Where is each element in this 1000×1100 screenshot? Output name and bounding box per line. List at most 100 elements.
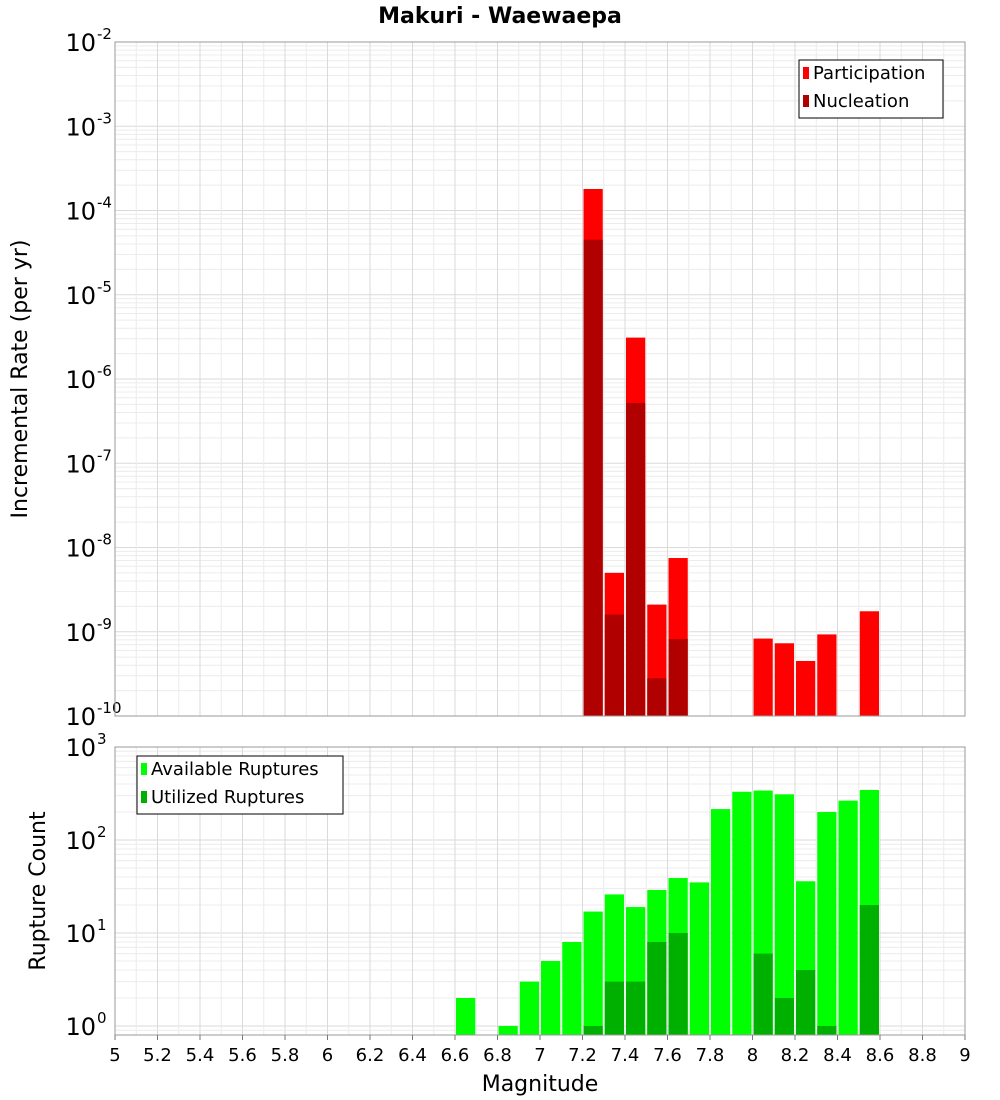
x-tick-label: 7.2 xyxy=(568,1045,597,1066)
top-bar-participation-8.25 xyxy=(796,660,816,716)
y-tick-exponent: -5 xyxy=(97,278,112,296)
x-tick-label: 7.4 xyxy=(611,1045,640,1066)
x-tick-label: 5.6 xyxy=(228,1045,257,1066)
x-tick-label: 8.4 xyxy=(823,1045,852,1066)
y-tick-label: 10 xyxy=(65,366,96,394)
y-tick-exponent: -2 xyxy=(97,25,112,43)
top-legend-label: Participation xyxy=(813,63,925,84)
top-bar-nucleation-7.55 xyxy=(647,678,667,716)
top-grid xyxy=(114,42,966,717)
top-bar-participation-8.15 xyxy=(774,643,794,716)
y-tick-label: 10 xyxy=(65,282,96,310)
bottom-bar-available-ruptures-8.45 xyxy=(838,800,858,1035)
y-tick-exponent: -6 xyxy=(97,362,112,380)
x-tick-label: 6.2 xyxy=(356,1045,385,1066)
y-tick-label: 10 xyxy=(65,827,96,855)
x-tick-label: 9 xyxy=(959,1045,970,1066)
top-bar-nucleation-7.25 xyxy=(583,239,603,716)
x-tick-label: 5.2 xyxy=(143,1045,172,1066)
y-tick-label: 10 xyxy=(65,920,96,948)
y-tick-exponent: 2 xyxy=(97,823,107,841)
y-tick-exponent: 1 xyxy=(97,916,107,934)
bottom-legend-box xyxy=(136,755,344,815)
x-tick-label: 7.6 xyxy=(653,1045,682,1066)
bottom-bar-available-ruptures-6.65 xyxy=(456,997,476,1035)
y-tick-label: 10 xyxy=(65,1013,96,1041)
y-tick-label: 10 xyxy=(65,198,96,226)
y-tick-label: 10 xyxy=(65,113,96,141)
y-tick-label: 10 xyxy=(65,29,96,57)
top-bar-nucleation-7.65 xyxy=(668,639,688,716)
x-tick-label: 6 xyxy=(322,1045,333,1066)
top-plot-frame xyxy=(114,41,966,717)
top-legend-swatch xyxy=(803,95,809,107)
y-tick-exponent: 3 xyxy=(97,730,107,748)
bottom-bar-utilized-ruptures-8.35 xyxy=(817,1025,837,1035)
top-bars xyxy=(583,188,879,716)
bottom-bar-available-ruptures-7.25 xyxy=(583,911,603,1035)
bottom-bar-available-ruptures-8.35 xyxy=(817,812,837,1035)
y-tick-label: 10 xyxy=(65,535,96,563)
y-tick-exponent: -7 xyxy=(97,446,112,464)
bottom-legend-swatch xyxy=(141,791,147,803)
x-tick-label: 8.2 xyxy=(781,1045,810,1066)
x-tick-label: 5 xyxy=(109,1045,120,1066)
bottom-bar-utilized-ruptures-7.55 xyxy=(647,942,667,1035)
bottom-bar-utilized-ruptures-8.15 xyxy=(774,997,794,1035)
top-y-axis-label: Incremental Rate (per yr) xyxy=(8,240,33,519)
bottom-bar-available-ruptures-7.15 xyxy=(562,942,582,1035)
x-axis-label: Magnitude xyxy=(482,1072,599,1097)
y-tick-exponent: -4 xyxy=(97,194,112,212)
top-bar-participation-8.05 xyxy=(753,638,773,716)
top-bar-participation-8.55 xyxy=(859,611,879,716)
top-legend-swatch xyxy=(803,67,809,79)
y-tick-exponent: -9 xyxy=(97,615,112,633)
bottom-legend-label: Utilized Ruptures xyxy=(151,787,304,808)
bottom-bar-utilized-ruptures-8.25 xyxy=(796,969,816,1035)
bottom-bar-utilized-ruptures-7.45 xyxy=(626,981,646,1035)
bottom-legend: Available Ruptures Utilized Ruptures xyxy=(136,755,344,815)
x-tick-label: 7.8 xyxy=(696,1045,725,1066)
x-tick-label: 5.4 xyxy=(186,1045,215,1066)
bottom-y-axis-label: Rupture Count xyxy=(26,811,51,971)
bottom-bars xyxy=(456,789,879,1035)
x-tick-label: 5.8 xyxy=(271,1045,300,1066)
bottom-bar-utilized-ruptures-7.65 xyxy=(668,932,688,1035)
y-tick-exponent: -8 xyxy=(97,531,112,549)
bottom-bar-available-ruptures-7.85 xyxy=(711,809,731,1035)
x-tick-label: 8 xyxy=(747,1045,758,1066)
bottom-bar-available-ruptures-8.15 xyxy=(774,794,794,1035)
bottom-legend-label: Available Ruptures xyxy=(151,759,319,780)
bottom-bar-available-ruptures-7.05 xyxy=(541,960,561,1035)
bottom-bar-utilized-ruptures-7.35 xyxy=(604,981,624,1035)
x-tick-label: 6.8 xyxy=(483,1045,512,1066)
y-tick-label: 10 xyxy=(65,450,96,478)
x-tick-label: 6.6 xyxy=(441,1045,470,1066)
bottom-legend-swatch xyxy=(141,763,147,775)
y-tick-label: 10 xyxy=(65,703,96,731)
y-tick-label: 10 xyxy=(65,619,96,647)
top-bar-nucleation-7.35 xyxy=(604,614,624,716)
y-tick-label: 10 xyxy=(65,734,96,762)
y-tick-exponent: -10 xyxy=(97,699,122,717)
bottom-bar-utilized-ruptures-8.55 xyxy=(859,904,879,1035)
y-tick-exponent: 0 xyxy=(97,1009,107,1027)
bottom-bar-available-ruptures-7.75 xyxy=(689,882,709,1035)
top-bar-nucleation-7.45 xyxy=(626,402,646,716)
bottom-bar-available-ruptures-6.95 xyxy=(519,981,539,1035)
x-axis-ticks: 5 5.2 5.4 5.6 5.8 6 6.2 6.4 6.6 6.8 7 7.2 7.4 7.6 7.8 8… xyxy=(109,1035,971,1066)
x-tick-label: 8.6 xyxy=(866,1045,895,1066)
x-tick-label: 6.4 xyxy=(398,1045,427,1066)
y-tick-exponent: -3 xyxy=(97,109,112,127)
bottom-bar-available-ruptures-7.95 xyxy=(732,791,752,1035)
top-legend-label: Nucleation xyxy=(813,91,909,112)
top-legend-box xyxy=(798,59,944,119)
x-tick-label: 7 xyxy=(534,1045,545,1066)
bottom-bar-available-ruptures-6.85 xyxy=(498,1025,518,1035)
top-legend: Participation Nucleation xyxy=(798,59,944,119)
chart-title: Makuri - Waewaepa xyxy=(378,4,622,29)
bottom-bar-utilized-ruptures-8.05 xyxy=(753,953,773,1035)
